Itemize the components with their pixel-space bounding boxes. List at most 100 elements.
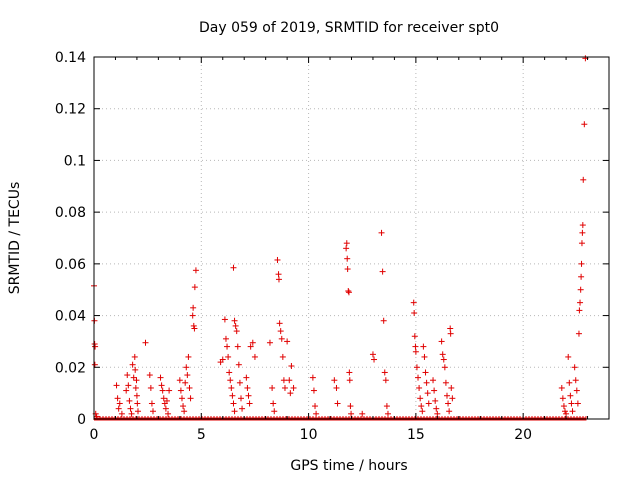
- x-tick-label: 20: [514, 427, 532, 443]
- x-tick-label: 15: [407, 427, 425, 443]
- data-point: [147, 384, 154, 391]
- data-point: [133, 392, 140, 399]
- data-point: [222, 335, 229, 342]
- data-point: [559, 395, 566, 402]
- data-point: [166, 387, 173, 394]
- data-point: [382, 377, 389, 384]
- data-point: [431, 387, 438, 394]
- data-point: [371, 356, 378, 363]
- data-point: [113, 382, 120, 389]
- data-point: [574, 400, 581, 407]
- data-point: [448, 384, 455, 391]
- data-point: [312, 403, 319, 410]
- data-point: [146, 372, 153, 379]
- data-point: [247, 343, 254, 350]
- data-point: [412, 343, 419, 350]
- y-axis-label: SRMTID / TECUs: [7, 182, 23, 295]
- data-point: [148, 400, 155, 407]
- data-point: [286, 377, 293, 384]
- data-point: [177, 387, 184, 394]
- data-point: [266, 339, 273, 346]
- data-point: [288, 362, 295, 369]
- data-point: [413, 364, 420, 371]
- data-point: [344, 266, 351, 273]
- data-point: [230, 400, 237, 407]
- y-tick-label: 0.1: [64, 153, 86, 169]
- data-point: [235, 361, 242, 368]
- x-tick-label: 5: [197, 427, 206, 443]
- data-point: [281, 384, 288, 391]
- data-point: [384, 410, 391, 417]
- data-point: [577, 286, 584, 293]
- data-point: [130, 374, 137, 381]
- data-point: [346, 369, 353, 376]
- chart-title: Day 059 of 2019, SRMTID for receiver spt…: [199, 20, 499, 36]
- data-point: [434, 410, 441, 417]
- data-point: [575, 330, 582, 337]
- data-point: [231, 408, 238, 415]
- data-point: [181, 408, 188, 415]
- data-point: [571, 364, 578, 371]
- y-tick-label: 0.06: [55, 257, 86, 273]
- data-point: [411, 333, 418, 340]
- data-point: [579, 222, 586, 229]
- data-point: [568, 400, 575, 407]
- data-point: [134, 400, 141, 407]
- data-point: [128, 410, 135, 417]
- data-point: [232, 322, 239, 329]
- data-point: [447, 325, 454, 332]
- data-point: [334, 400, 341, 407]
- data-point: [249, 339, 256, 346]
- data-point: [127, 405, 134, 412]
- data-point: [442, 379, 449, 386]
- data-point: [160, 395, 167, 402]
- data-point: [243, 374, 250, 381]
- data-point: [331, 377, 338, 384]
- data-point: [343, 240, 350, 247]
- data-point: [290, 384, 297, 391]
- data-point: [380, 317, 387, 324]
- data-point: [379, 268, 386, 275]
- data-point: [432, 397, 439, 404]
- data-point: [176, 377, 183, 384]
- data-point: [416, 384, 423, 391]
- data-point: [185, 353, 192, 360]
- data-point: [163, 397, 170, 404]
- data-point: [276, 320, 283, 327]
- data-point: [182, 379, 189, 386]
- data-point: [230, 264, 237, 271]
- y-tick-label: 0.04: [55, 309, 86, 325]
- data-point: [439, 351, 446, 358]
- data-point: [187, 395, 194, 402]
- data-point: [126, 397, 133, 404]
- data-point: [190, 304, 197, 311]
- data-point: [345, 288, 352, 295]
- data-point: [284, 338, 291, 345]
- data-point: [226, 369, 233, 376]
- data-point: [578, 260, 585, 267]
- data-point: [563, 410, 570, 417]
- y-tick-label: 0.02: [55, 360, 86, 376]
- data-point: [369, 351, 376, 358]
- data-point: [274, 256, 281, 263]
- data-points: [91, 55, 589, 420]
- data-point: [378, 229, 385, 236]
- data-point: [423, 379, 430, 386]
- data-point: [345, 289, 352, 296]
- x-tick-label: 10: [300, 427, 318, 443]
- data-point: [418, 403, 425, 410]
- data-point: [269, 384, 276, 391]
- data-point: [581, 121, 588, 128]
- data-point: [438, 338, 445, 345]
- data-point: [424, 390, 431, 397]
- data-point: [566, 379, 573, 386]
- data-point: [228, 384, 235, 391]
- data-point: [191, 325, 198, 332]
- data-point: [287, 390, 294, 397]
- data-point: [278, 335, 285, 342]
- data-point: [91, 361, 98, 368]
- data-point: [446, 408, 453, 415]
- data-point: [343, 245, 350, 252]
- y-axis: 0 0.02 0.04 0.06 0.08 0.1 0.12 0.14: [55, 50, 609, 428]
- data-point: [229, 392, 236, 399]
